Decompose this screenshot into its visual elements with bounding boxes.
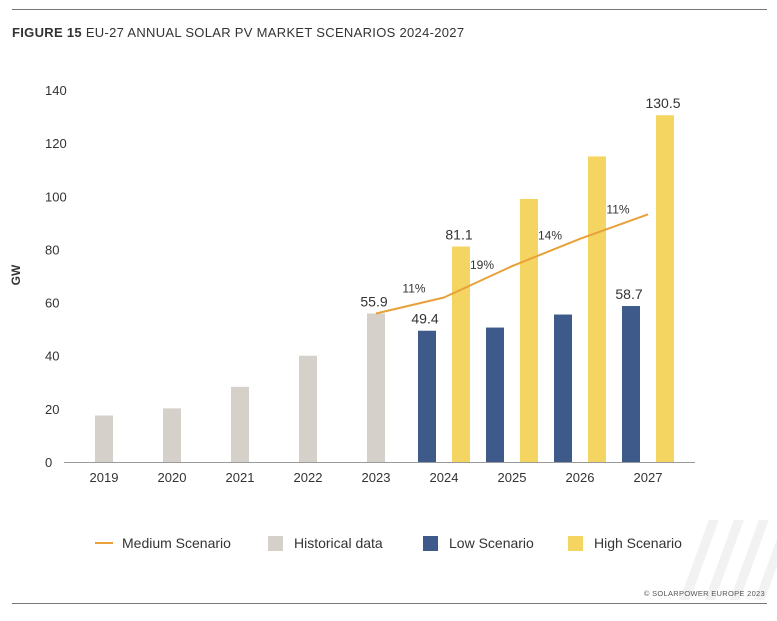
x-tick-label: 2020 bbox=[158, 470, 187, 485]
bar-high-2027 bbox=[656, 115, 674, 462]
bar-low-2024 bbox=[418, 330, 436, 462]
x-tick-label: 2022 bbox=[294, 470, 323, 485]
bar-historical-2023 bbox=[367, 313, 385, 462]
y-tick-label: 60 bbox=[45, 296, 59, 311]
bar-historical-2020 bbox=[163, 408, 181, 462]
y-axis-title: GW bbox=[9, 264, 23, 285]
y-tick-label: 20 bbox=[45, 402, 59, 417]
y-tick-label: 140 bbox=[45, 83, 67, 98]
y-tick-label: 40 bbox=[45, 349, 59, 364]
bar-high-2025 bbox=[520, 198, 538, 462]
series-line-medium bbox=[375, 213, 649, 315]
x-tick-label: 2025 bbox=[498, 470, 527, 485]
copyright-credit: © SOLARPOWER EUROPE 2023 bbox=[643, 589, 765, 598]
y-tick-label: 120 bbox=[45, 136, 67, 151]
legend-item-low: Low Scenario bbox=[423, 535, 534, 551]
figure-title: FIGURE 15 EU-27 ANNUAL SOLAR PV MARKET S… bbox=[12, 25, 464, 40]
y-tick-label: 0 bbox=[45, 455, 52, 470]
x-tick-label: 2021 bbox=[226, 470, 255, 485]
x-tick-label: 2024 bbox=[430, 470, 459, 485]
figure-title-text: EU-27 ANNUAL SOLAR PV MARKET SCENARIOS 2… bbox=[85, 25, 465, 40]
legend-item-high: High Scenario bbox=[568, 535, 682, 551]
data-label-high-scenario-2024: 81.1 bbox=[445, 227, 472, 243]
x-tick-label: 2027 bbox=[634, 470, 663, 485]
data-label-low-scenario-2027: 58.7 bbox=[615, 286, 642, 302]
legend: Medium Scenario Historical data Low Scen… bbox=[0, 535, 777, 555]
legend-swatch-low bbox=[423, 535, 438, 551]
growth-label-2025: 19% bbox=[470, 258, 494, 272]
growth-label-2027: 11% bbox=[606, 203, 629, 217]
bar-high-2024 bbox=[452, 246, 470, 462]
growth-label-2026: 14% bbox=[538, 228, 562, 242]
bar-low-2027 bbox=[622, 306, 640, 462]
legend-label-low: Low Scenario bbox=[449, 535, 534, 551]
legend-item-historical: Historical data bbox=[268, 535, 383, 551]
bar-historical-2019 bbox=[95, 415, 113, 462]
figure-number: FIGURE 15 bbox=[12, 25, 82, 40]
data-label-low-scenario-2024: 49.4 bbox=[411, 311, 438, 327]
bar-low-2026 bbox=[554, 314, 572, 462]
legend-label-historical: Historical data bbox=[294, 535, 383, 551]
watermark-stripes bbox=[667, 520, 777, 600]
x-tick-label: 2023 bbox=[362, 470, 391, 485]
x-tick-label: 2019 bbox=[90, 470, 119, 485]
top-rule bbox=[12, 9, 767, 10]
legend-label-high: High Scenario bbox=[594, 535, 682, 551]
legend-label-medium: Medium Scenario bbox=[122, 535, 231, 551]
legend-swatch-historical bbox=[268, 535, 283, 551]
y-tick-label: 80 bbox=[45, 242, 59, 257]
legend-swatch-medium bbox=[95, 542, 113, 544]
x-tick-label: 2026 bbox=[566, 470, 595, 485]
growth-label-2024: 11% bbox=[402, 281, 425, 295]
legend-swatch-high bbox=[568, 535, 583, 551]
bar-historical-2021 bbox=[231, 386, 249, 462]
bottom-rule bbox=[12, 603, 767, 604]
data-label-historical-data-2023: 55.9 bbox=[360, 293, 387, 309]
data-label-high-scenario-2027: 130.5 bbox=[645, 95, 680, 111]
legend-item-medium: Medium Scenario bbox=[95, 535, 231, 551]
bar-historical-2022 bbox=[299, 355, 317, 462]
y-tick-label: 100 bbox=[45, 189, 67, 204]
bar-low-2025 bbox=[486, 327, 504, 462]
bar-high-2026 bbox=[588, 156, 606, 462]
